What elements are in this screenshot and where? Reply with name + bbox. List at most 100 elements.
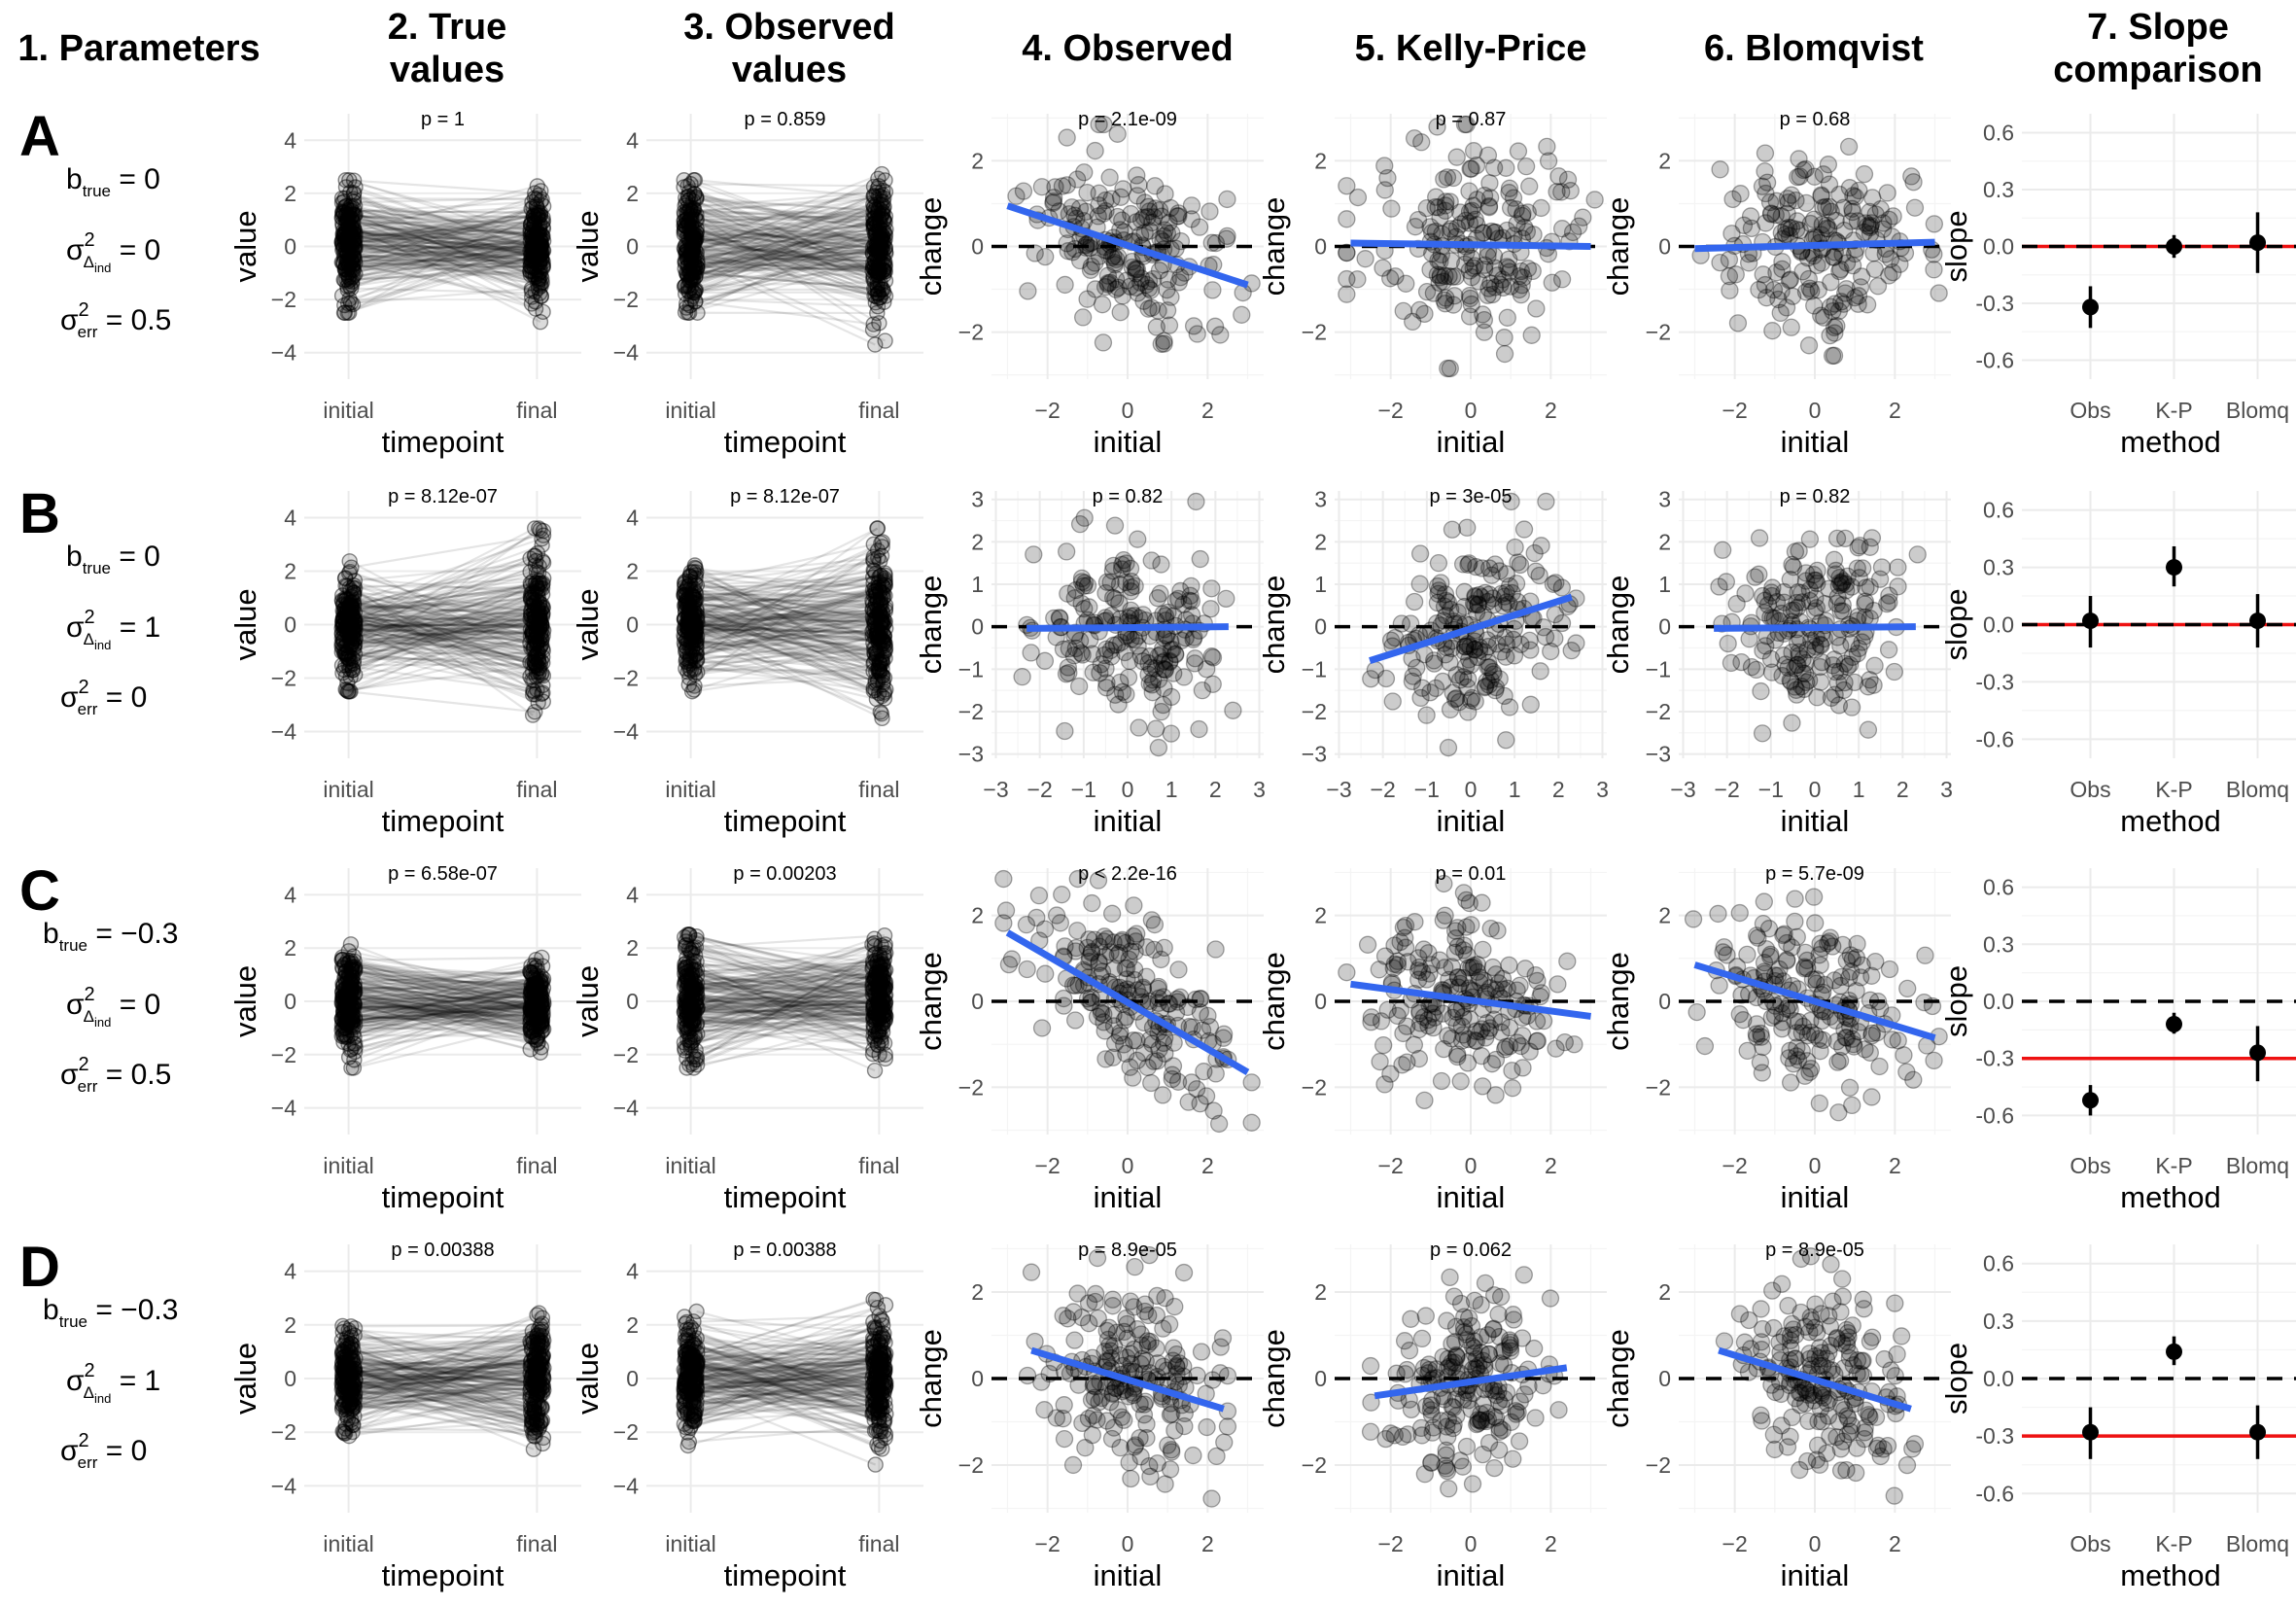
data-point xyxy=(1878,184,1896,202)
data-point xyxy=(336,190,354,207)
subject-line xyxy=(347,259,535,262)
data-point xyxy=(524,225,540,241)
subject-line xyxy=(341,241,540,268)
data-point xyxy=(1139,197,1158,216)
data-point xyxy=(531,244,548,261)
data-point xyxy=(533,233,549,250)
y-tick-label: 4 xyxy=(626,127,639,153)
data-point xyxy=(1022,644,1040,662)
data-point xyxy=(1133,652,1153,671)
subject-line xyxy=(351,287,540,295)
data-point xyxy=(1491,275,1510,294)
subject-line xyxy=(347,241,539,264)
subject-line xyxy=(342,185,539,236)
y-tick-label: −4 xyxy=(613,719,639,745)
subject-line xyxy=(348,235,541,256)
data-point xyxy=(528,236,544,253)
x-axis-title: timepoint xyxy=(382,425,504,459)
data-point xyxy=(1460,214,1479,232)
data-point xyxy=(339,215,357,231)
data-point xyxy=(1531,662,1549,681)
data-point xyxy=(340,943,357,960)
data-point xyxy=(680,221,698,238)
data-point xyxy=(1338,285,1356,303)
subject-line xyxy=(345,214,535,225)
subject-line xyxy=(341,216,540,287)
y-tick-label: -0.3 xyxy=(1975,669,2014,694)
data-point xyxy=(342,997,360,1015)
data-point xyxy=(682,279,700,297)
row-letter: A xyxy=(19,105,60,168)
data-point xyxy=(530,249,546,266)
data-point xyxy=(1714,541,1732,559)
subject-line xyxy=(347,218,535,257)
subject-line xyxy=(346,226,543,241)
data-point xyxy=(1752,681,1770,701)
data-point xyxy=(1060,663,1078,682)
data-point xyxy=(1126,630,1144,649)
subject-line xyxy=(353,192,533,272)
subject-line xyxy=(343,240,531,257)
data-point xyxy=(1211,326,1230,344)
data-point xyxy=(524,212,540,229)
subject-line xyxy=(350,227,539,265)
x-axis-title: timepoint xyxy=(382,804,504,838)
data-point xyxy=(1549,167,1568,186)
data-point xyxy=(1439,738,1458,757)
data-point xyxy=(1439,359,1457,378)
x-tick-label: −1 xyxy=(1414,777,1440,802)
data-point xyxy=(535,213,552,229)
subject-line xyxy=(342,248,537,310)
data-point xyxy=(533,243,550,261)
subject-line xyxy=(349,218,539,256)
subject-line xyxy=(350,253,541,304)
subject-line xyxy=(345,242,533,265)
data-point xyxy=(1478,247,1497,265)
data-point xyxy=(1482,222,1501,241)
y-tick-label: −1 xyxy=(958,656,984,681)
data-point xyxy=(1850,569,1868,587)
data-point xyxy=(1862,529,1882,547)
y-axis-title: change xyxy=(1601,576,1635,675)
var-ind-label: σ2 Δind = 1 xyxy=(66,607,160,652)
y-tick-label: 0.6 xyxy=(1983,498,2014,523)
subject-line xyxy=(346,235,541,264)
data-point xyxy=(1203,281,1222,299)
y-tick-label: 4 xyxy=(626,506,639,531)
p-value-label: p = 0.859 xyxy=(745,109,826,130)
data-point xyxy=(876,570,893,587)
subject-line xyxy=(351,215,539,220)
data-point xyxy=(1829,696,1849,715)
column-title: 6. Blomqvist xyxy=(1704,28,1924,69)
data-point xyxy=(1147,318,1166,336)
data-point xyxy=(1410,544,1430,563)
data-point xyxy=(1757,214,1775,232)
data-point xyxy=(344,244,361,261)
subject-line xyxy=(348,240,536,294)
x-tick-label: −2 xyxy=(1371,777,1396,802)
y-axis-title: change xyxy=(914,576,948,675)
subject-line xyxy=(344,231,533,282)
x-tick-label: 0 xyxy=(1465,777,1478,802)
subject-line xyxy=(345,219,542,261)
data-point xyxy=(343,634,361,650)
subject-line xyxy=(348,220,533,225)
x-tick-label: 0 xyxy=(1122,777,1134,802)
data-point xyxy=(523,283,540,299)
data-point xyxy=(1793,664,1812,682)
data-point xyxy=(336,261,354,278)
data-point xyxy=(1130,718,1148,737)
data-point xyxy=(347,1011,364,1029)
data-point xyxy=(344,968,361,986)
x-axis-title: initial xyxy=(1781,425,1850,459)
data-point xyxy=(1763,609,1782,627)
data-point xyxy=(1880,586,1898,605)
var-err-label: σ2 err = 0.5 xyxy=(60,1054,171,1096)
data-point xyxy=(533,231,549,248)
data-point xyxy=(1495,344,1514,364)
subject-line xyxy=(345,224,541,241)
data-point xyxy=(686,666,704,682)
subject-line xyxy=(346,230,533,262)
data-point xyxy=(1155,679,1173,698)
